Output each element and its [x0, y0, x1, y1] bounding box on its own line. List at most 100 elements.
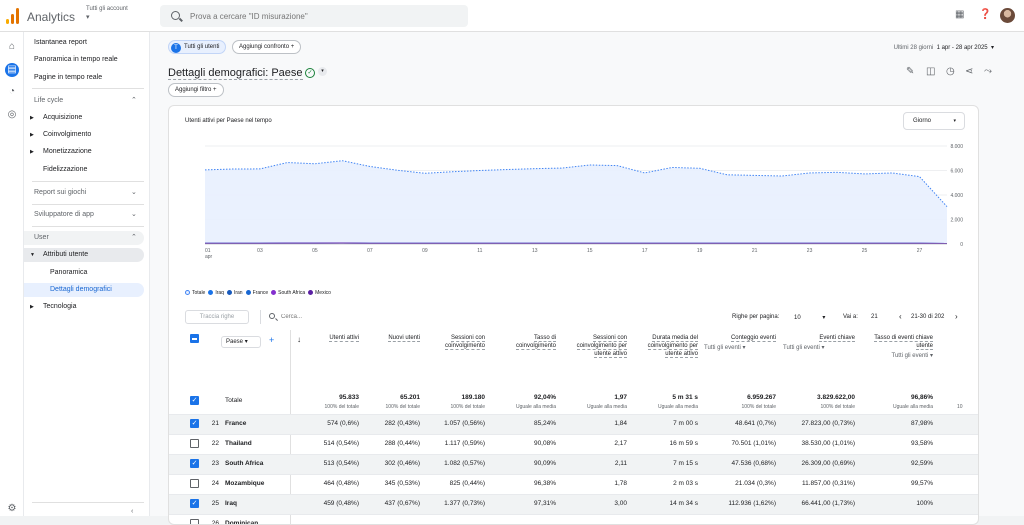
select-all-checkbox[interactable]	[190, 334, 199, 343]
nav-panoramica-realtime[interactable]: Panoramica in tempo reale	[34, 56, 118, 63]
rows-per-page-select[interactable]: 10 ▾	[794, 314, 825, 321]
nav-monetizzazione[interactable]: Monetizzazione	[43, 148, 92, 155]
add-filter-button[interactable]: Aggiungi filtro +	[168, 83, 224, 97]
expanded-arrow-icon[interactable]: ▼	[30, 252, 35, 258]
legend-item[interactable]: France	[246, 290, 269, 296]
compare-icon[interactable]: ◫	[926, 66, 935, 77]
nav-tecnologia[interactable]: Tecnologia	[43, 303, 76, 310]
row-country[interactable]: Mozambique	[225, 480, 264, 487]
row-index: 23	[209, 460, 219, 467]
row-value: 47.536 (0,68%)	[696, 460, 776, 467]
nav-fidelizzazione[interactable]: Fidelizzazione	[43, 166, 87, 173]
nav-attributi-utente[interactable]: Attributi utente	[43, 251, 88, 258]
row-checkbox[interactable]	[190, 439, 199, 448]
check-circle-icon[interactable]: ✓	[305, 68, 315, 78]
expand-arrow-icon[interactable]: ▶	[30, 304, 34, 310]
search-bar[interactable]	[160, 5, 468, 27]
goto-input[interactable]: 21	[871, 314, 878, 320]
prev-page-icon[interactable]: ‹	[899, 312, 902, 321]
page-range: 21-30 di 202	[911, 314, 944, 320]
row-country[interactable]: South Africa	[225, 460, 263, 467]
row-country[interactable]: Iraq	[225, 500, 237, 507]
row-checkbox[interactable]	[190, 519, 199, 525]
settings-gear-icon[interactable]: ⚙	[5, 502, 19, 516]
granularity-dropdown[interactable]: Giorno ▾	[903, 112, 965, 130]
nav-section-report-giochi[interactable]: Report sui giochi	[34, 189, 86, 196]
nav-istantanea[interactable]: Istantanea report	[34, 39, 87, 46]
column-event-filter[interactable]: Tutti gli eventi ▾	[783, 344, 855, 352]
nav-acquisizione[interactable]: Acquisizione	[43, 114, 82, 121]
total-subvalue: Uguale alla media	[628, 404, 698, 410]
table-search[interactable]	[260, 310, 740, 324]
search-input[interactable]	[190, 9, 460, 23]
column-header-label: Tasso di coinvolgimento	[516, 335, 556, 350]
nav-divider	[32, 502, 144, 503]
column-header[interactable]: Sessioni con coinvolgimento	[423, 334, 485, 350]
trend-icon[interactable]: ⤳	[984, 66, 992, 77]
table-search-input[interactable]	[281, 311, 481, 322]
next-page-icon[interactable]: ›	[955, 312, 958, 321]
row-checkbox[interactable]: ✓	[190, 499, 199, 508]
nav-section-user[interactable]: User	[34, 234, 49, 241]
analytics-logo-icon[interactable]	[6, 8, 20, 24]
help-icon[interactable]: ❓	[979, 9, 991, 20]
legend-item[interactable]: South Africa	[271, 290, 305, 296]
row-checkbox[interactable]	[190, 479, 199, 488]
totals-checkbox[interactable]: ✓	[190, 396, 199, 405]
page-title[interactable]: Dettagli demografici: Paese	[168, 67, 303, 80]
nav-coinvolgimento[interactable]: Coinvolgimento	[43, 131, 91, 138]
add-comparison-button[interactable]: Aggiungi confronto +	[232, 40, 301, 54]
expand-arrow-icon[interactable]: ▶	[30, 149, 34, 155]
expand-chevron-icon[interactable]: ⌄	[131, 188, 137, 196]
reports-icon[interactable]: ▤	[5, 63, 19, 77]
column-header[interactable]: Sessioni con coinvolgimento per utente a…	[561, 334, 627, 358]
account-selector[interactable]: Tutti gli account ▾	[86, 6, 128, 21]
nav-panoramica[interactable]: Panoramica	[50, 269, 87, 276]
expand-chevron-icon[interactable]: ⌄	[131, 210, 137, 218]
row-value: 1.377 (0,73%)	[405, 500, 485, 507]
row-country[interactable]: France	[225, 420, 246, 427]
row-value: 90,08%	[476, 440, 556, 447]
avatar[interactable]	[1000, 8, 1015, 23]
column-header[interactable]: Nuovi utenti	[362, 334, 420, 342]
column-header[interactable]: Utenti attivi	[299, 334, 359, 342]
row-country[interactable]: Dominican	[225, 520, 258, 525]
title-chevron-icon[interactable]: ▾	[318, 67, 327, 76]
legend-item[interactable]: Iraq	[208, 290, 224, 296]
nav-pagine-realtime[interactable]: Pagine in tempo reale	[34, 74, 102, 81]
collapse-nav-icon[interactable]: ‹	[131, 508, 133, 515]
advertising-icon[interactable]: ◎	[5, 108, 19, 122]
legend-item[interactable]: Iran	[227, 290, 243, 296]
legend-item[interactable]: Totale	[185, 290, 205, 296]
nav-dettagli-demografici[interactable]: Dettagli demografici	[50, 286, 112, 293]
column-event-filter[interactable]: Tutti gli eventi ▾	[859, 352, 933, 360]
explore-icon[interactable]: ◔	[5, 85, 19, 99]
column-event-filter[interactable]: Tutti gli eventi ▾	[704, 344, 776, 352]
row-country[interactable]: Thailand	[225, 440, 252, 447]
dimension-selector[interactable]: Paese ▾	[221, 336, 261, 348]
collapse-chevron-icon[interactable]: ⌃	[131, 96, 137, 104]
row-checkbox[interactable]: ✓	[190, 459, 199, 468]
share-icon[interactable]: ⋖	[965, 66, 973, 77]
insights-icon[interactable]: ◷	[946, 66, 955, 77]
nav-section-life-cycle[interactable]: Life cycle	[34, 97, 63, 104]
track-rows-input[interactable]: Traccia righe	[185, 310, 249, 324]
nav-section-sviluppatore[interactable]: Sviluppatore di app	[34, 211, 94, 218]
apps-grid-icon[interactable]: ▦	[955, 9, 964, 20]
expand-arrow-icon[interactable]: ▶	[30, 115, 34, 121]
collapse-chevron-icon[interactable]: ⌃	[131, 233, 137, 241]
date-range-picker[interactable]: Ultimi 28 giorni 1 apr - 28 apr 2025 ▾	[894, 44, 994, 51]
edit-report-icon[interactable]: ✎	[906, 66, 914, 77]
legend-item[interactable]: Mexico	[308, 290, 331, 296]
home-icon[interactable]: ⌂	[5, 40, 19, 54]
column-header[interactable]: Durata media del coinvolgimento per uten…	[630, 334, 698, 358]
row-checkbox[interactable]: ✓	[190, 419, 199, 428]
expand-arrow-icon[interactable]: ▶	[30, 132, 34, 138]
add-dimension-icon[interactable]: +	[269, 336, 274, 344]
column-header[interactable]: Tasso di coinvolgimento	[494, 334, 556, 350]
